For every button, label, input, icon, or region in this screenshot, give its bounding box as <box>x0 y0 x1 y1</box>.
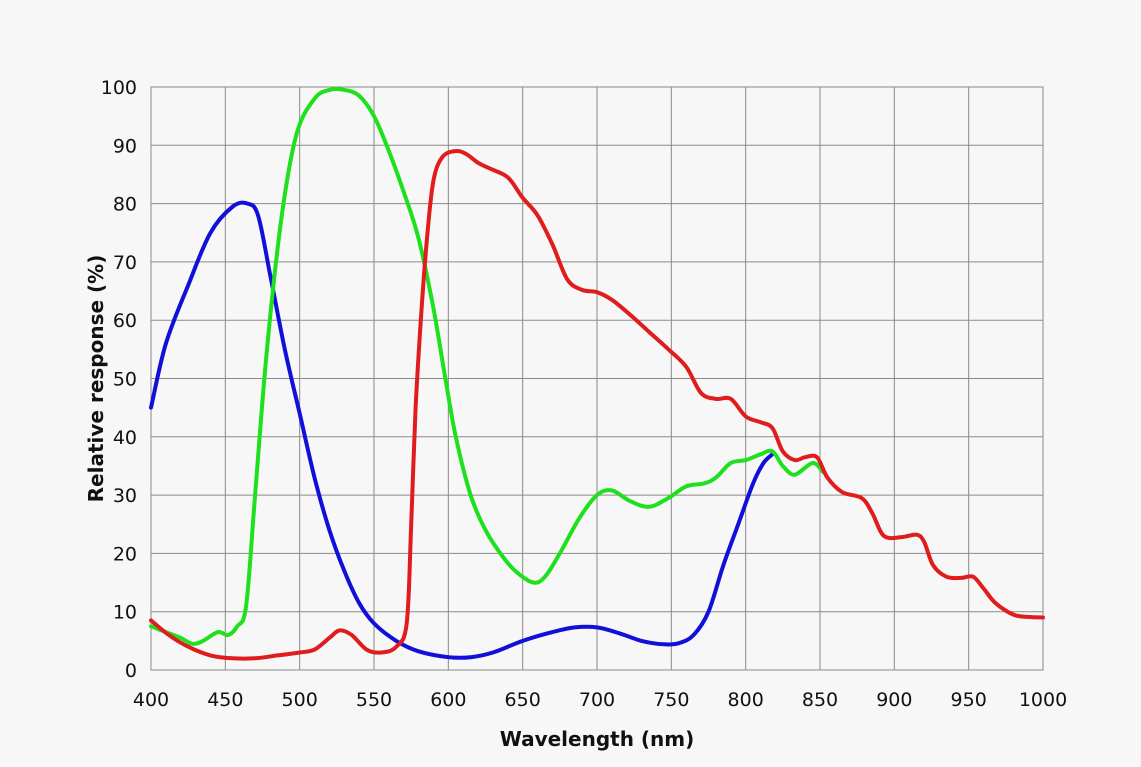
x-tick-label: 850 <box>802 689 838 711</box>
x-tick-label: 450 <box>207 689 243 711</box>
x-tick-label: 950 <box>951 689 987 711</box>
series-line-red <box>149 149 1045 661</box>
y-tick-label: 90 <box>113 135 137 157</box>
plot-frame <box>150 86 1044 671</box>
x-tick-label: 750 <box>653 689 689 711</box>
y-tick-label: 70 <box>113 252 137 274</box>
y-tick-label: 60 <box>113 310 137 332</box>
x-axis-title: Wavelength (nm) <box>500 727 695 751</box>
x-tick-label: 800 <box>728 689 764 711</box>
x-tick-label: 700 <box>579 689 615 711</box>
x-tick-label: 500 <box>282 689 318 711</box>
x-tick-label: 650 <box>505 689 541 711</box>
x-tick-label: 600 <box>430 689 466 711</box>
y-tick-label: 0 <box>125 660 137 682</box>
y-tick-label: 10 <box>113 602 137 624</box>
y-tick-label: 100 <box>101 77 137 99</box>
y-tick-label: 50 <box>113 369 137 391</box>
grid <box>150 86 1044 671</box>
x-tick-label: 1000 <box>1019 689 1067 711</box>
x-axis-ticks: 400 450 500 550 600 650 700 750 800 850 900 950 1000 <box>133 689 1067 711</box>
y-tick-label: 20 <box>113 543 137 565</box>
x-tick-label: 400 <box>133 689 169 711</box>
y-tick-label: 80 <box>113 194 137 216</box>
x-tick-label: 900 <box>876 689 912 711</box>
x-tick-label: 550 <box>356 689 392 711</box>
series-layer <box>149 87 1045 661</box>
series-line-blue <box>149 200 775 660</box>
series-line-green <box>149 87 825 646</box>
y-tick-label: 30 <box>113 485 137 507</box>
y-axis-title: Relative response (%) <box>84 255 108 503</box>
y-axis-ticks: 0 10 20 30 40 50 60 70 80 90 100 <box>101 77 137 682</box>
y-tick-label: 40 <box>113 427 137 449</box>
